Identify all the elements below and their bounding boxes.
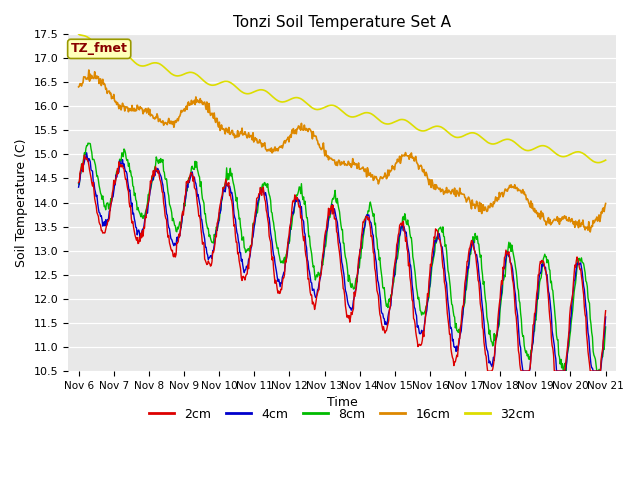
Line: 32cm: 32cm — [79, 34, 605, 163]
8cm — [84, 140, 92, 146]
32cm — [220, 79, 228, 84]
4cm — [75, 184, 83, 190]
2cm — [407, 279, 415, 285]
4cm — [602, 314, 609, 320]
2cm — [484, 368, 492, 374]
16cm — [407, 155, 415, 160]
16cm — [75, 84, 83, 90]
Y-axis label: Soil Temperature (C): Soil Temperature (C) — [15, 138, 28, 267]
8cm — [602, 324, 609, 330]
32cm — [192, 71, 200, 77]
32cm — [75, 31, 83, 37]
2cm — [422, 305, 430, 311]
32cm — [138, 63, 146, 69]
2cm — [602, 308, 609, 313]
2cm — [81, 152, 88, 158]
32cm — [602, 157, 609, 163]
Line: 2cm: 2cm — [79, 155, 605, 371]
8cm — [407, 235, 415, 240]
2cm — [221, 185, 228, 191]
Text: TZ_fmet: TZ_fmet — [71, 42, 127, 55]
16cm — [140, 111, 147, 117]
8cm — [422, 303, 430, 309]
2cm — [85, 162, 93, 168]
32cm — [84, 35, 92, 40]
8cm — [140, 216, 147, 221]
4cm — [193, 185, 200, 191]
X-axis label: Time: Time — [327, 396, 358, 409]
Line: 16cm: 16cm — [79, 70, 605, 232]
16cm — [85, 67, 93, 73]
16cm — [602, 201, 609, 206]
16cm — [84, 76, 92, 82]
Legend: 2cm, 4cm, 8cm, 16cm, 32cm: 2cm, 4cm, 8cm, 16cm, 32cm — [144, 403, 540, 426]
8cm — [75, 181, 83, 187]
2cm — [140, 233, 147, 239]
32cm — [422, 128, 429, 133]
4cm — [83, 150, 90, 156]
4cm — [422, 311, 430, 317]
8cm — [221, 186, 228, 192]
4cm — [407, 263, 415, 268]
8cm — [593, 368, 601, 374]
Line: 8cm: 8cm — [79, 143, 605, 371]
2cm — [75, 180, 83, 185]
4cm — [85, 156, 93, 161]
16cm — [193, 99, 200, 105]
8cm — [193, 159, 200, 165]
16cm — [586, 229, 594, 235]
16cm — [221, 128, 228, 133]
4cm — [520, 368, 527, 374]
8cm — [85, 141, 93, 146]
Line: 4cm: 4cm — [79, 153, 605, 371]
16cm — [422, 169, 430, 175]
2cm — [193, 193, 200, 199]
32cm — [406, 120, 413, 126]
32cm — [595, 160, 602, 166]
4cm — [221, 189, 228, 194]
Title: Tonzi Soil Temperature Set A: Tonzi Soil Temperature Set A — [233, 15, 451, 30]
4cm — [140, 226, 147, 232]
